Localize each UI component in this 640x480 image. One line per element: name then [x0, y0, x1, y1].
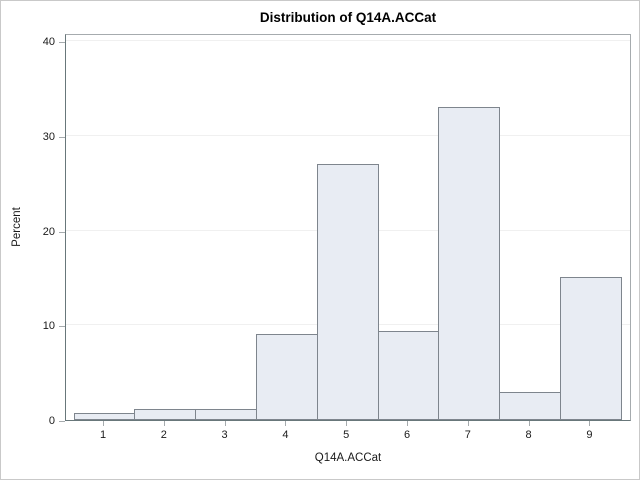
y-tick-label-30: 30: [42, 130, 55, 143]
histogram-bar-5: [316, 164, 379, 420]
y-tick-label-10: 10: [42, 320, 55, 333]
x-tick-1: [103, 421, 104, 426]
y-tick-label-40: 40: [42, 36, 55, 48]
y-axis-label: Percent: [11, 207, 23, 247]
histogram-bar-1: [73, 413, 136, 420]
x-tick-5: [346, 421, 348, 426]
x-tick-8: [528, 421, 530, 426]
y-tick-label-20: 20: [42, 225, 55, 238]
x-tick-2: [163, 421, 165, 426]
histogram-bar-3: [195, 409, 257, 420]
x-tick-3: [224, 421, 226, 426]
y-tick-10: [59, 326, 65, 328]
chart-title: Distribution of Q14A.ACCat: [259, 10, 437, 25]
histogram-bar-2: [134, 409, 197, 420]
x-tick-label-5: 5: [343, 429, 350, 441]
x-tick-4: [285, 421, 287, 426]
gridline-y40: [66, 40, 630, 41]
x-tick-9: [589, 421, 591, 426]
y-tick-0: [59, 421, 65, 422]
x-tick-label-8: 8: [525, 429, 532, 441]
x-tick-label-3: 3: [221, 429, 228, 441]
plot-area: [65, 34, 631, 421]
x-tick-label-7: 7: [464, 429, 471, 441]
histogram-bar-8: [499, 392, 561, 420]
histogram-bar-6: [377, 331, 440, 420]
x-tick-7: [467, 421, 469, 426]
x-tick-6: [407, 421, 408, 426]
x-tick-label-4: 4: [282, 429, 289, 441]
histogram-bar-7: [438, 107, 501, 420]
histogram-bar-9: [560, 277, 622, 420]
x-tick-label-9: 9: [586, 429, 593, 441]
y-tick-30: [59, 136, 65, 138]
x-tick-label-6: 6: [403, 429, 411, 441]
y-tick-40: [59, 42, 65, 43]
y-tick-label-0: 0: [48, 415, 55, 427]
histogram-bar-4: [256, 334, 318, 420]
x-axis-label: Q14A.ACCat: [314, 452, 382, 464]
gridline-y30: [66, 134, 630, 136]
x-tick-label-2: 2: [160, 429, 167, 441]
y-tick-20: [59, 231, 65, 233]
x-tick-label-1: 1: [99, 429, 107, 441]
